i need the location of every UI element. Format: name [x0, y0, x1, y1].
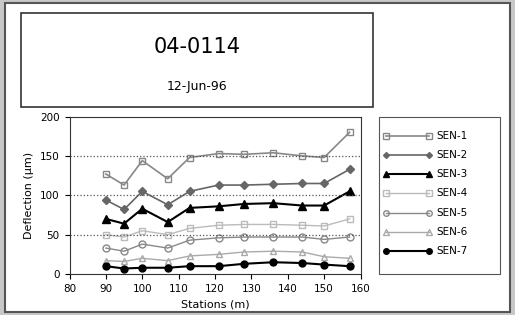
Y-axis label: Deflection (μm): Deflection (μm)	[25, 152, 35, 239]
Text: SEN-6: SEN-6	[437, 227, 468, 237]
Text: SEN-7: SEN-7	[437, 246, 468, 256]
Text: SEN-5: SEN-5	[437, 208, 468, 218]
Text: SEN-3: SEN-3	[437, 169, 468, 179]
Text: SEN-4: SEN-4	[437, 188, 468, 198]
Text: 04-0114: 04-0114	[153, 37, 241, 57]
Text: 12-Jun-96: 12-Jun-96	[167, 80, 227, 93]
X-axis label: Stations (m): Stations (m)	[181, 299, 249, 309]
Text: SEN-2: SEN-2	[437, 150, 468, 160]
Text: SEN-1: SEN-1	[437, 131, 468, 141]
